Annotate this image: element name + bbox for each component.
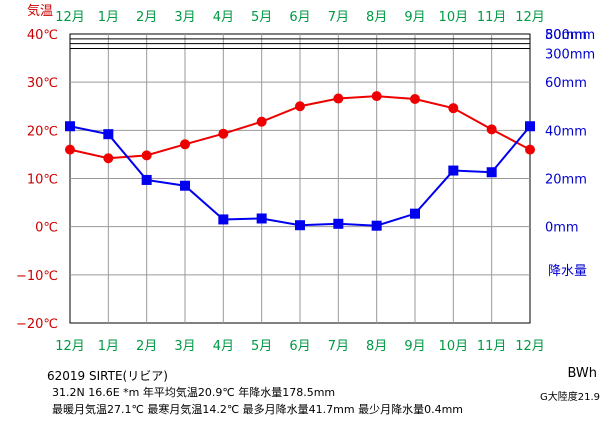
month-label-bottom: 12月 xyxy=(55,339,85,354)
month-label-top: 2月 xyxy=(136,10,157,25)
precipitation-point xyxy=(410,208,420,219)
temperature-point xyxy=(448,103,459,114)
temperature-axis-title: 気温 xyxy=(27,3,53,19)
precipitation-axis: 0mm20mm40mm60mm80mm100mm300mm500mm降水量 xyxy=(545,28,595,279)
month-label-top: 10月 xyxy=(439,10,469,25)
precipitation-axis-title: 降水量 xyxy=(548,264,587,279)
temperature-point xyxy=(410,94,420,105)
temperature-tick-label: 30℃ xyxy=(27,76,58,91)
temperature-point xyxy=(141,150,152,161)
precipitation-point xyxy=(371,220,382,231)
precipitation-tick-label: 80mm xyxy=(545,28,587,43)
precipitation-series xyxy=(65,121,535,231)
month-label-bottom: 2月 xyxy=(136,339,157,354)
temperature-tick-label: −10℃ xyxy=(16,269,58,284)
temperature-axis: 気温 40℃ 30℃ 20℃ 10℃ 0℃ −10℃ −20℃ xyxy=(16,3,58,332)
temperature-tick-label: 0℃ xyxy=(35,221,58,236)
month-label-top: 8月 xyxy=(366,10,387,25)
temperature-tick-label: −20℃ xyxy=(16,317,58,332)
continentality-index: G大陸度21.9 xyxy=(539,392,600,403)
precipitation-tick-label: 20mm xyxy=(545,173,587,188)
precipitation-tick-label: 500mm xyxy=(545,28,595,43)
month-label-top: 6月 xyxy=(289,10,310,25)
month-label-bottom: 7月 xyxy=(328,339,349,354)
temperature-point xyxy=(65,144,75,155)
month-label-top: 9月 xyxy=(404,10,425,25)
precipitation-point xyxy=(103,129,114,140)
precipitation-point xyxy=(295,220,305,231)
precipitation-point xyxy=(218,214,229,225)
temperature-point xyxy=(256,116,267,127)
precipitation-tick-label: 0mm xyxy=(545,221,579,236)
temperature-point xyxy=(333,93,344,104)
precipitation-point xyxy=(141,174,152,185)
month-axis-bottom: 12月 1月 2月 3月 4月 5月 6月 7月 8月 9月 10月 11月 12月 xyxy=(55,339,545,354)
month-label-bottom: 4月 xyxy=(213,339,234,354)
temperature-series xyxy=(65,91,535,164)
temperature-tick-label: 10℃ xyxy=(27,173,58,188)
month-label-bottom: 3月 xyxy=(174,339,195,354)
precipitation-point xyxy=(486,167,497,178)
climate-class: BWh xyxy=(567,366,597,381)
precipitation-point xyxy=(180,180,190,191)
month-label-top: 11月 xyxy=(477,10,507,25)
precipitation-point xyxy=(65,121,75,132)
precipitation-point xyxy=(333,218,344,229)
temperature-tick-label: 40℃ xyxy=(27,28,58,43)
precipitation-tick-label: 60mm xyxy=(545,76,587,91)
station-name: 62019 SIRTE(リビア) xyxy=(47,369,168,383)
station-summary-line2: 最暖月気温27.1℃ 最寒月気温14.2℃ 最多月降水量41.7mm 最少月降水… xyxy=(52,403,464,416)
temperature-point xyxy=(371,91,382,102)
temperature-point xyxy=(180,139,190,150)
month-axis-top: 12月 1月 2月 3月 4月 5月 6月 7月 8月 9月 10月 11月 12月 xyxy=(55,10,545,25)
precipitation-point xyxy=(525,121,535,132)
month-label-top: 5月 xyxy=(251,10,272,25)
month-label-top: 12月 xyxy=(515,10,545,25)
month-label-top: 12月 xyxy=(55,10,85,25)
temperature-point xyxy=(486,124,497,135)
station-summary-line1: 31.2N 16.6E *m 年平均気温20.9℃ 年降水量178.5mm xyxy=(52,386,336,399)
month-label-bottom: 9月 xyxy=(404,339,425,354)
month-label-bottom: 12月 xyxy=(515,339,545,354)
precipitation-point xyxy=(256,213,267,224)
month-label-top: 3月 xyxy=(174,10,195,25)
chart-grid xyxy=(69,33,531,324)
month-label-bottom: 8月 xyxy=(366,339,387,354)
temperature-point xyxy=(103,153,114,164)
precipitation-tick-label: 40mm xyxy=(545,124,587,139)
month-label-bottom: 6月 xyxy=(289,339,310,354)
month-label-top: 4月 xyxy=(213,10,234,25)
month-label-top: 7月 xyxy=(328,10,349,25)
precipitation-point xyxy=(448,165,459,176)
month-label-bottom: 5月 xyxy=(251,339,272,354)
temperature-point xyxy=(295,101,305,112)
precipitation-tick-label: 300mm xyxy=(545,47,595,62)
temperature-point xyxy=(525,144,535,155)
month-label-bottom: 11月 xyxy=(477,339,507,354)
temperature-tick-label: 20℃ xyxy=(27,124,58,139)
month-label-top: 1月 xyxy=(98,10,119,25)
month-label-bottom: 10月 xyxy=(439,339,469,354)
temperature-point xyxy=(218,128,229,139)
month-label-bottom: 1月 xyxy=(98,339,119,354)
